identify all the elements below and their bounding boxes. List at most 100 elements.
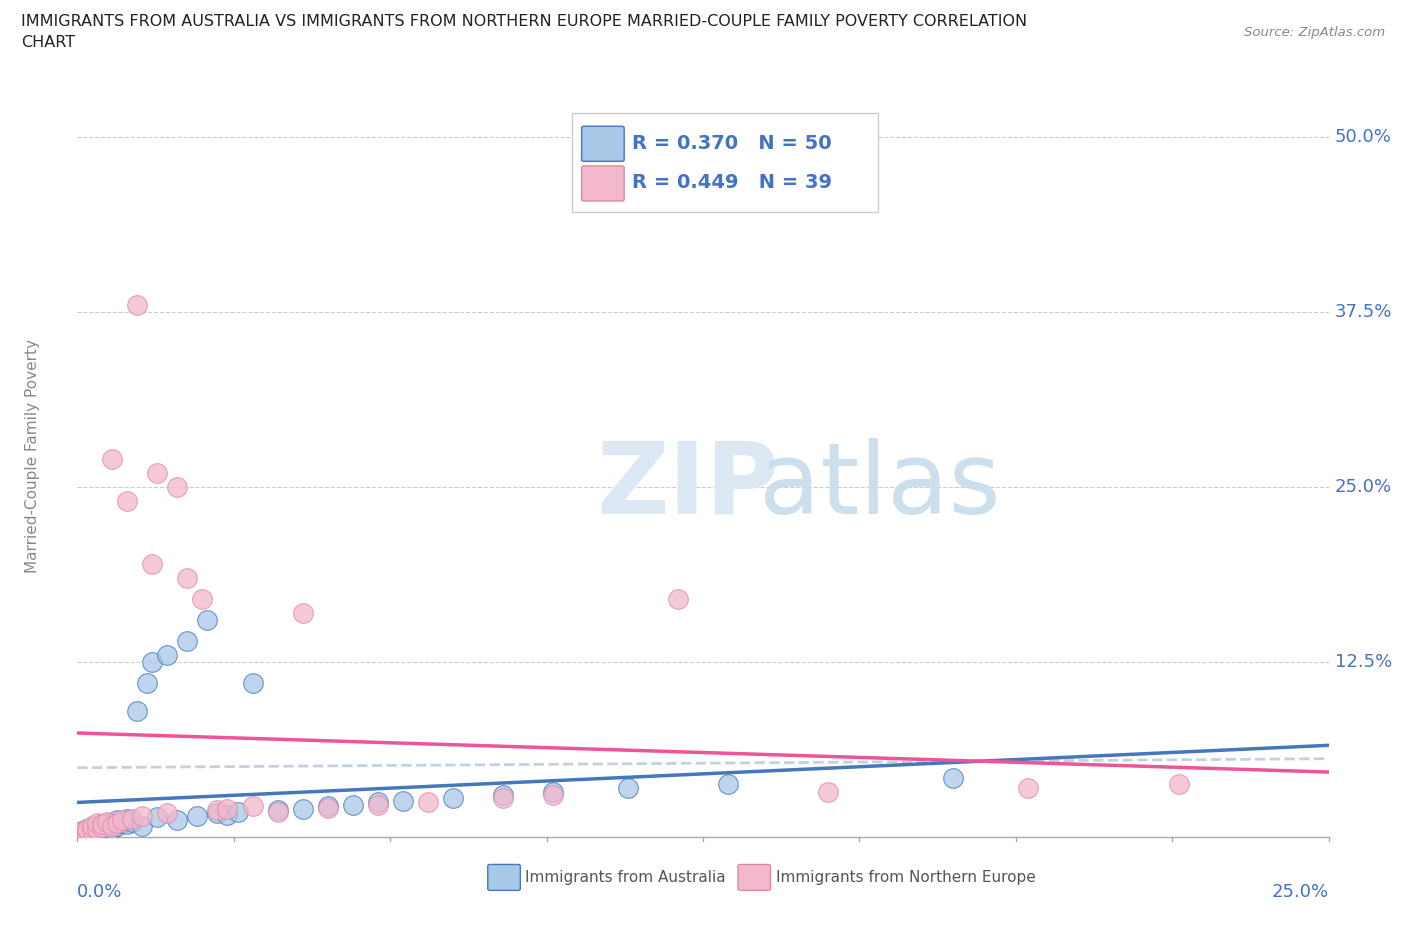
Point bbox=[291, 605, 314, 620]
Point bbox=[197, 613, 219, 628]
Point bbox=[105, 813, 128, 828]
Point bbox=[121, 814, 143, 829]
Point bbox=[1017, 780, 1039, 795]
Text: atlas: atlas bbox=[759, 438, 1001, 535]
Point bbox=[176, 633, 198, 648]
Text: R = 0.449   N = 39: R = 0.449 N = 39 bbox=[631, 173, 832, 193]
Point bbox=[96, 819, 118, 834]
Point bbox=[91, 821, 114, 836]
Text: 12.5%: 12.5% bbox=[1334, 653, 1392, 671]
FancyBboxPatch shape bbox=[582, 166, 624, 201]
Point bbox=[166, 813, 188, 828]
Point bbox=[82, 824, 104, 839]
Point bbox=[136, 675, 159, 690]
Point bbox=[226, 804, 249, 819]
Point bbox=[942, 771, 965, 786]
Point bbox=[76, 825, 98, 840]
Point bbox=[141, 655, 163, 670]
Point bbox=[86, 822, 108, 837]
Point bbox=[96, 814, 118, 829]
Point bbox=[217, 802, 239, 817]
Point bbox=[101, 817, 124, 831]
Point bbox=[82, 818, 104, 833]
Point bbox=[717, 777, 740, 791]
Point bbox=[176, 571, 198, 586]
Point bbox=[817, 785, 839, 800]
Point bbox=[117, 494, 139, 509]
Point bbox=[492, 788, 515, 803]
Point bbox=[86, 821, 108, 836]
Point bbox=[207, 805, 229, 820]
Point bbox=[72, 827, 94, 842]
Point bbox=[91, 817, 114, 831]
Point bbox=[72, 827, 94, 842]
FancyBboxPatch shape bbox=[582, 126, 624, 161]
Point bbox=[131, 808, 153, 823]
Point bbox=[242, 799, 264, 814]
Point bbox=[82, 819, 104, 834]
Text: ZIP: ZIP bbox=[596, 438, 779, 535]
Point bbox=[541, 785, 564, 800]
Point bbox=[101, 821, 124, 836]
FancyBboxPatch shape bbox=[738, 865, 770, 890]
Point bbox=[492, 790, 515, 805]
Point bbox=[316, 799, 339, 814]
Point bbox=[1167, 777, 1189, 791]
Point bbox=[96, 816, 118, 830]
Point bbox=[242, 675, 264, 690]
Text: CHART: CHART bbox=[21, 35, 75, 50]
Point bbox=[367, 797, 389, 812]
Point bbox=[666, 591, 689, 606]
Point bbox=[131, 818, 153, 833]
Point bbox=[367, 794, 389, 809]
Point bbox=[316, 800, 339, 815]
Point bbox=[111, 816, 134, 830]
Point bbox=[72, 825, 94, 840]
Text: 25.0%: 25.0% bbox=[1271, 883, 1329, 901]
Point bbox=[541, 788, 564, 803]
Text: 0.0%: 0.0% bbox=[77, 883, 122, 901]
Point bbox=[617, 780, 640, 795]
Point bbox=[101, 452, 124, 467]
Point bbox=[105, 818, 128, 833]
Point bbox=[191, 591, 214, 606]
Text: 37.5%: 37.5% bbox=[1334, 303, 1392, 321]
Text: R = 0.370   N = 50: R = 0.370 N = 50 bbox=[631, 134, 831, 153]
FancyBboxPatch shape bbox=[488, 865, 520, 890]
Point bbox=[141, 557, 163, 572]
Point bbox=[117, 811, 139, 826]
Point bbox=[101, 818, 124, 833]
Point bbox=[121, 811, 143, 826]
Point bbox=[207, 803, 229, 817]
Point bbox=[76, 822, 98, 837]
Point bbox=[91, 817, 114, 831]
FancyBboxPatch shape bbox=[572, 113, 879, 212]
Text: 50.0%: 50.0% bbox=[1334, 128, 1392, 146]
Point bbox=[416, 794, 439, 809]
Point bbox=[111, 813, 134, 828]
Point bbox=[76, 821, 98, 836]
Point bbox=[391, 793, 413, 808]
Point bbox=[86, 816, 108, 830]
Point bbox=[72, 824, 94, 839]
Point bbox=[105, 816, 128, 830]
Point bbox=[72, 824, 94, 839]
Point bbox=[127, 704, 149, 719]
Point bbox=[117, 817, 139, 831]
Text: Married-Couple Family Poverty: Married-Couple Family Poverty bbox=[25, 339, 39, 573]
Text: Source: ZipAtlas.com: Source: ZipAtlas.com bbox=[1244, 26, 1385, 39]
Point bbox=[86, 818, 108, 833]
Point bbox=[291, 802, 314, 817]
Point bbox=[82, 822, 104, 837]
Point bbox=[342, 797, 364, 812]
Point bbox=[127, 298, 149, 312]
Text: Immigrants from Northern Europe: Immigrants from Northern Europe bbox=[776, 870, 1035, 885]
Point bbox=[441, 790, 464, 805]
Point bbox=[76, 825, 98, 840]
Text: 25.0%: 25.0% bbox=[1334, 478, 1392, 497]
Point bbox=[186, 808, 208, 823]
Point bbox=[76, 821, 98, 836]
Point bbox=[266, 804, 288, 819]
Point bbox=[166, 480, 188, 495]
Text: Immigrants from Australia: Immigrants from Australia bbox=[526, 870, 725, 885]
